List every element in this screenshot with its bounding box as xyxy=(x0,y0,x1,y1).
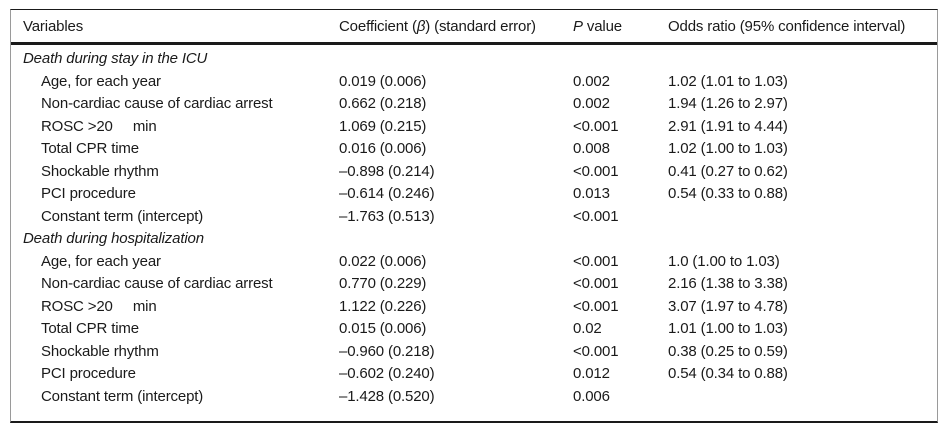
cell-variable: Shockable rhythm xyxy=(41,342,159,360)
section-row: Death during hospitalization xyxy=(11,228,937,251)
section-title: Death during stay in the ICU xyxy=(23,50,208,67)
cell-variable: PCI procedure xyxy=(41,365,136,382)
cell-variable: Constant term (intercept) xyxy=(41,207,204,225)
table-row: PCI procedure –0.614 (0.246) 0.013 0.54 (0.… xyxy=(11,183,937,206)
cell-odds-ratio: 1.02 (1.01 to 1.03) xyxy=(668,72,788,90)
header-odds-ratio: Odds ratio (95% confidence interval) xyxy=(668,17,906,35)
cell-variable: Non-cardiac cause of cardiac arrest xyxy=(41,95,273,112)
cell-coefficient: 0.022 (0.006) xyxy=(339,252,427,270)
cell-odds-ratio: 0.41 (0.27 to 0.62) xyxy=(668,162,788,180)
cell-variable: ROSC >20 min xyxy=(41,297,157,315)
cell-p-value: <0.001 xyxy=(573,297,619,315)
cell-variable: ROSC >20 min xyxy=(41,117,157,135)
table-row: ROSC >20 min 1.122 (0.226) <0.001 3.07 (1.9… xyxy=(11,296,937,319)
table-body: Death during stay in the ICU Age, for eac… xyxy=(11,45,937,421)
cell-p-value: <0.001 xyxy=(573,117,619,135)
cell-odds-ratio: 0.54 (0.34 to 0.88) xyxy=(668,365,788,382)
cell-coefficient: –0.602 (0.240) xyxy=(339,365,435,382)
cell-variable: Age, for each year xyxy=(41,72,161,90)
cell-odds-ratio: 1.0 (1.00 to 1.03) xyxy=(668,252,780,270)
table-row: PCI procedure –0.602 (0.240) 0.012 0.54 (0.… xyxy=(11,363,937,386)
header-p-italic: P xyxy=(573,17,583,35)
cell-variable: Non-cardiac cause of cardiac arrest xyxy=(41,275,273,292)
cell-odds-ratio: 0.54 (0.33 to 0.88) xyxy=(668,185,788,202)
table-row: Constant term (intercept) –1.428 (0.520) 0… xyxy=(11,386,937,409)
table-row: ROSC >20 min 1.069 (0.215) <0.001 2.91 (1.9… xyxy=(11,116,937,139)
cell-odds-ratio: 0.38 (0.25 to 0.59) xyxy=(668,342,788,360)
table-row: Constant term (intercept) –1.763 (0.513) <… xyxy=(11,206,937,229)
cell-variable: Total CPR time xyxy=(41,320,139,337)
cell-coefficient: –0.898 (0.214) xyxy=(339,162,435,180)
cell-coefficient: –1.428 (0.520) xyxy=(339,387,435,405)
cell-p-value: 0.012 xyxy=(573,365,610,382)
table-header-row: Variables Coefficient (β) (standard erro… xyxy=(11,10,937,45)
cell-p-value: 0.008 xyxy=(573,140,610,157)
header-p-rest: value xyxy=(582,17,622,35)
table-row: Total CPR time 0.015 (0.006) 0.02 1.01 (1.0… xyxy=(11,318,937,341)
cell-variable: Age, for each year xyxy=(41,252,161,270)
cell-p-value: <0.001 xyxy=(573,162,619,180)
cell-p-value: 0.02 xyxy=(573,320,602,337)
section-title: Death during hospitalization xyxy=(23,230,204,247)
table-row: Total CPR time 0.016 (0.006) 0.008 1.02 (1.… xyxy=(11,138,937,161)
cell-odds-ratio xyxy=(668,386,937,409)
cell-variable: Total CPR time xyxy=(41,140,139,157)
cell-variable: Constant term (intercept) xyxy=(41,387,204,405)
header-coefficient-suffix: ) (standard error) xyxy=(425,17,536,35)
cell-p-value: <0.001 xyxy=(573,342,619,360)
cell-coefficient: –1.763 (0.513) xyxy=(339,207,435,225)
cell-odds-ratio: 1.02 (1.00 to 1.03) xyxy=(668,140,788,157)
cell-odds-ratio: 2.91 (1.91 to 4.44) xyxy=(668,117,788,135)
table-row: Shockable rhythm –0.898 (0.214) <0.001 0.41… xyxy=(11,161,937,184)
header-coefficient-prefix: Coefficient ( xyxy=(339,17,417,35)
cell-odds-ratio: 2.16 (1.38 to 3.38) xyxy=(668,275,788,292)
cell-coefficient: 1.069 (0.215) xyxy=(339,117,427,135)
cell-p-value: 0.013 xyxy=(573,185,610,202)
table-row: Non-cardiac cause of cardiac arrest 0.770… xyxy=(11,273,937,296)
header-coefficient: Coefficient (β) (standard error) xyxy=(339,18,573,35)
table-row: Age, for each year 0.022 (0.006) <0.001 1.0… xyxy=(11,251,937,274)
cell-odds-ratio xyxy=(668,206,937,229)
cell-p-value: <0.001 xyxy=(573,252,619,270)
cell-coefficient: 0.662 (0.218) xyxy=(339,95,427,112)
cell-variable: Shockable rhythm xyxy=(41,162,159,180)
cell-coefficient: 0.019 (0.006) xyxy=(339,72,427,90)
regression-table: Variables Coefficient (β) (standard erro… xyxy=(10,9,938,423)
cell-coefficient: 0.016 (0.006) xyxy=(339,140,427,157)
cell-coefficient: 0.015 (0.006) xyxy=(339,320,427,337)
table-row: Age, for each year 0.019 (0.006) 0.002 1.02… xyxy=(11,71,937,94)
cell-p-value: <0.001 xyxy=(573,207,619,225)
cell-coefficient: 0.770 (0.229) xyxy=(339,275,427,292)
header-variables: Variables xyxy=(23,17,84,35)
cell-odds-ratio: 1.01 (1.00 to 1.03) xyxy=(668,320,788,337)
cell-coefficient: –0.960 (0.218) xyxy=(339,342,435,360)
cell-coefficient: –0.614 (0.246) xyxy=(339,185,435,202)
cell-coefficient: 1.122 (0.226) xyxy=(339,297,427,315)
section-row: Death during stay in the ICU xyxy=(11,48,937,71)
cell-odds-ratio: 3.07 (1.97 to 4.78) xyxy=(668,297,788,315)
cell-p-value: 0.006 xyxy=(573,387,610,405)
cell-p-value: 0.002 xyxy=(573,95,610,112)
cell-p-value: 0.002 xyxy=(573,72,610,90)
header-p-value: P value xyxy=(573,18,668,35)
cell-variable: PCI procedure xyxy=(41,185,136,202)
table-row: Shockable rhythm –0.960 (0.218) <0.001 0.38… xyxy=(11,341,937,364)
cell-odds-ratio: 1.94 (1.26 to 2.97) xyxy=(668,95,788,112)
table-row: Non-cardiac cause of cardiac arrest 0.662… xyxy=(11,93,937,116)
cell-p-value: <0.001 xyxy=(573,275,619,292)
beta-symbol: β xyxy=(416,17,426,35)
